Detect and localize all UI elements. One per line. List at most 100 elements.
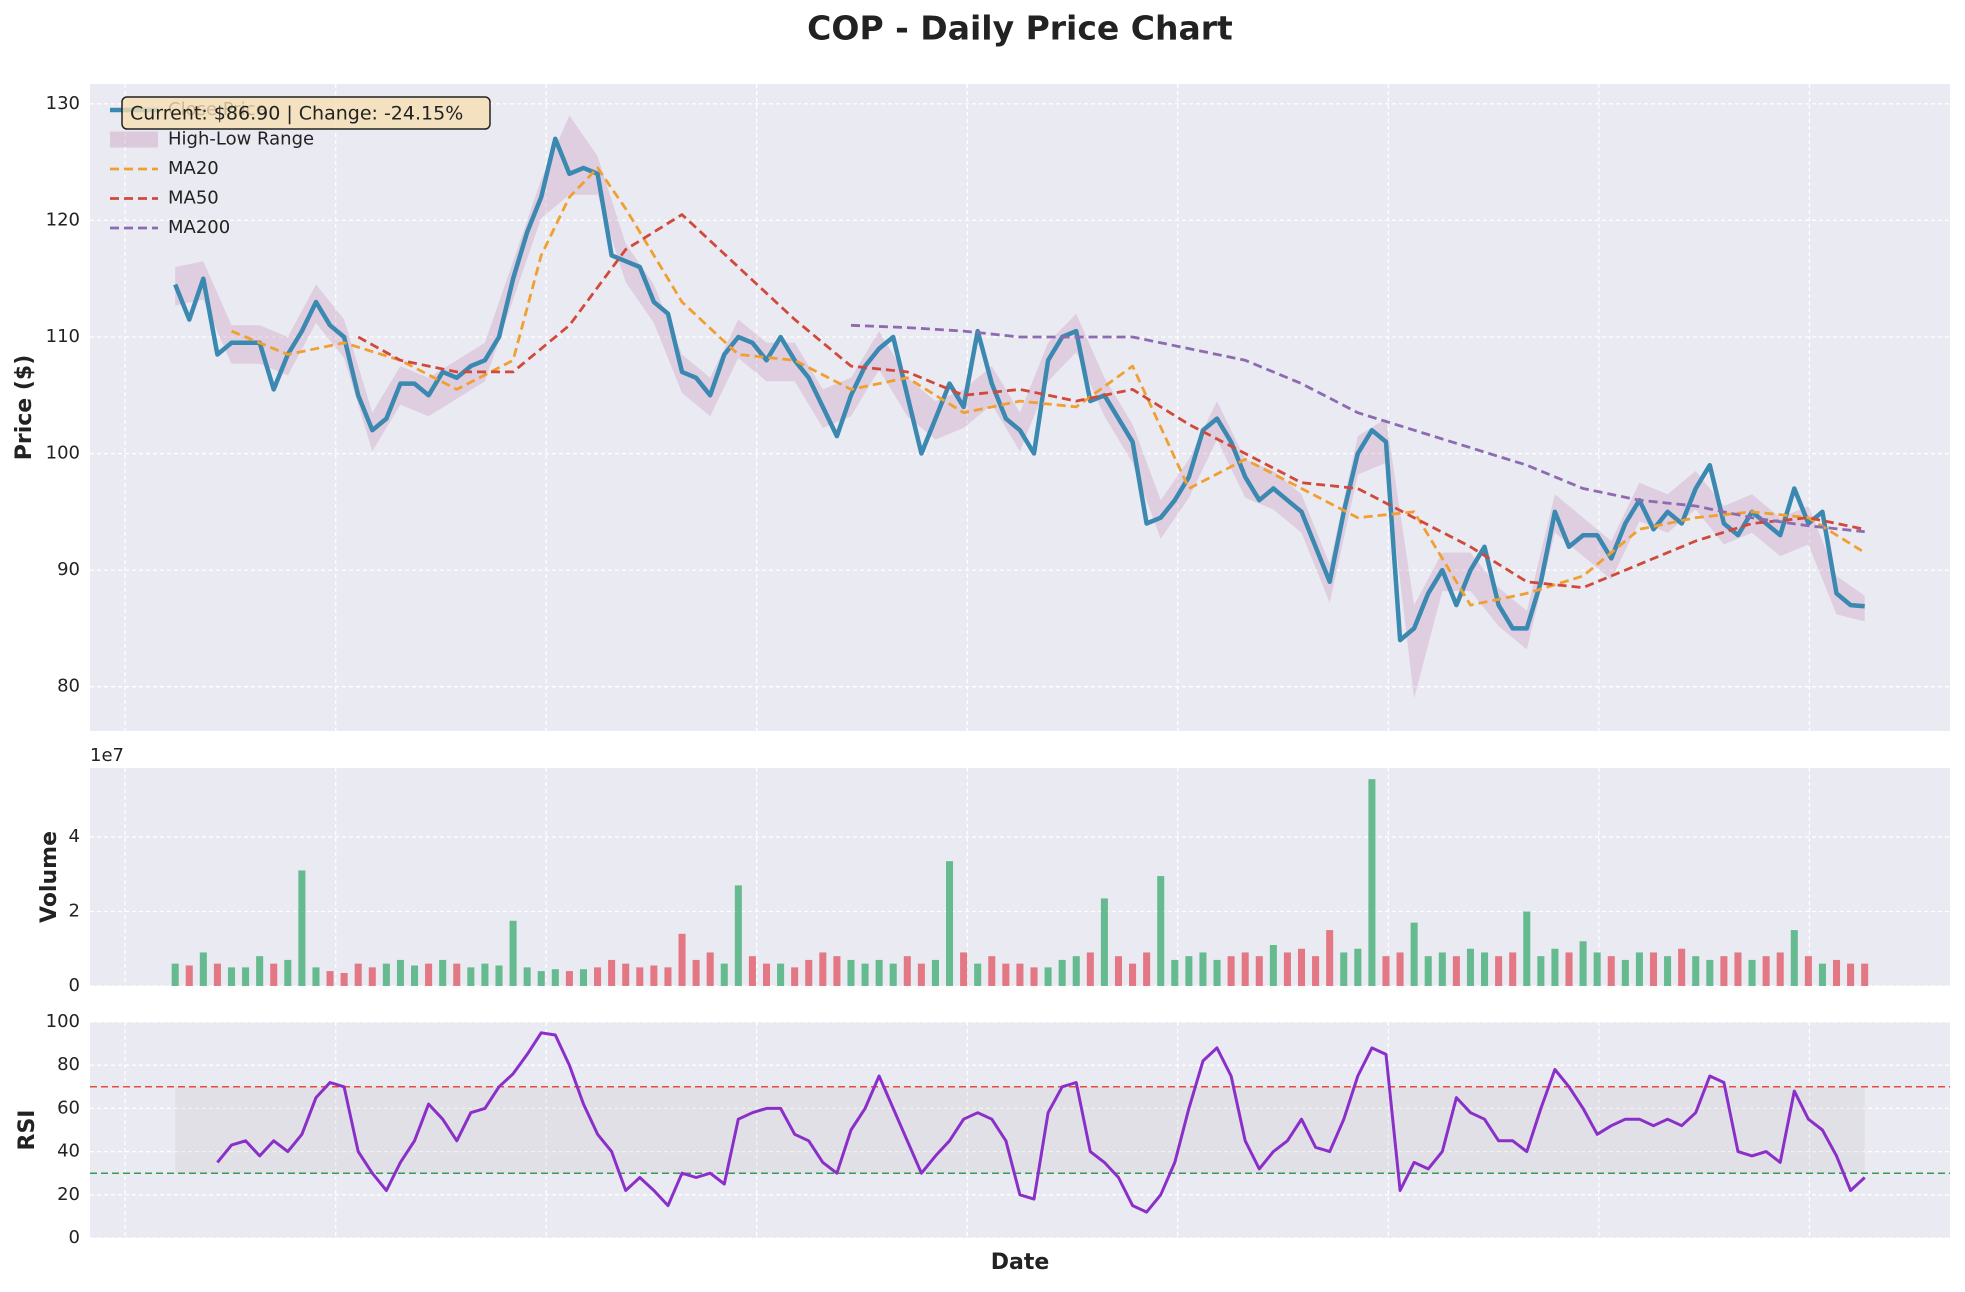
y-tick-label: 20 (57, 1184, 80, 1205)
y-tick-label: 130 (46, 93, 80, 114)
volume-bar (1410, 922, 1418, 986)
y-tick-label: 80 (57, 676, 80, 697)
volume-bar (1833, 959, 1841, 986)
volume-bar (1185, 956, 1193, 986)
volume-bar (1452, 956, 1460, 986)
volume-bar (1607, 956, 1615, 986)
volume-bar (1593, 952, 1601, 986)
volume-bar (594, 967, 602, 986)
volume-bar (988, 956, 996, 986)
volume-bar (1734, 952, 1742, 986)
volume-bar (1255, 956, 1263, 986)
volume-bar (565, 971, 573, 986)
volume-bar (1438, 952, 1446, 986)
volume-bar (396, 959, 404, 986)
volume-bar (199, 952, 207, 986)
volume-bar (1143, 952, 1151, 986)
volume-bar (509, 920, 517, 986)
plot-area (90, 768, 1950, 986)
volume-bar (875, 959, 883, 986)
volume-bar (1100, 898, 1108, 986)
volume-bar (1171, 959, 1179, 986)
volume-bar (185, 965, 193, 986)
volume-bar (861, 963, 869, 986)
volume-bar (340, 972, 348, 986)
y-tick-label: 0 (69, 1227, 80, 1248)
volume-bar (1537, 956, 1545, 986)
volume-bar (706, 952, 714, 986)
volume-bar (1326, 930, 1334, 986)
volume-bar (622, 963, 630, 986)
volume-bar (1635, 952, 1643, 986)
volume-bar (946, 861, 954, 986)
volume-bar (1340, 952, 1348, 986)
volume-bar (1466, 948, 1474, 986)
volume-bar (1354, 948, 1362, 986)
y-tick-label: 100 (46, 443, 80, 464)
volume-bar (537, 971, 545, 986)
volume-bar (1297, 948, 1306, 986)
legend-swatch (110, 131, 158, 148)
volume-bar (298, 870, 306, 986)
volume-bar (762, 963, 771, 986)
volume-bar (1368, 779, 1376, 986)
volume-bar (439, 959, 447, 986)
volume-bar (678, 933, 686, 986)
volume-bar (931, 959, 939, 986)
volume-bar (1678, 948, 1686, 986)
line (216, 1031, 1866, 1214)
volume-bar (1649, 952, 1658, 986)
volume-bar (368, 967, 376, 986)
line (173, 136, 1865, 643)
volume-bar (1072, 956, 1080, 986)
volume-bar (1551, 948, 1559, 986)
high-low-band (175, 115, 1865, 699)
x-axis-label: Date (991, 1250, 1050, 1275)
volume-bar (1241, 952, 1249, 986)
volume-bar (1199, 952, 1207, 986)
volume-bar (960, 952, 968, 986)
y-tick-label: 2 (69, 900, 80, 921)
volume-bar (1114, 956, 1123, 986)
offset-label: 1e7 (90, 745, 124, 766)
volume-bar (354, 963, 362, 986)
volume-bar (1495, 956, 1503, 986)
y-tick-label: 0 (69, 975, 80, 996)
volume-bar (467, 967, 475, 986)
volume-bar (608, 959, 616, 986)
plot-area (90, 84, 1950, 731)
volume-bar (1748, 959, 1756, 986)
volume-bar (1565, 952, 1573, 986)
y-tick-label: 60 (57, 1097, 80, 1118)
neutral-zone (175, 1086, 1865, 1174)
volume-bar (1283, 952, 1291, 986)
y-tick-label: 90 (57, 559, 80, 580)
volume-bar (227, 967, 236, 986)
volume-bar (1804, 956, 1812, 986)
volume-bar (1227, 956, 1235, 986)
volume-bar (411, 965, 419, 986)
plot-area (90, 1022, 1950, 1238)
volume-bar (1312, 956, 1320, 986)
volume-bar (1002, 963, 1010, 986)
y-axis-label: Price ($) (12, 355, 37, 461)
volume-bar (1044, 967, 1052, 986)
volume-bar (1157, 876, 1165, 986)
volume-bar (1762, 956, 1770, 986)
volume-bar (720, 963, 728, 986)
volume-bar (382, 963, 390, 986)
volume-bar (636, 967, 644, 986)
volume-bar (1016, 963, 1024, 986)
y-tick-label: 40 (57, 1141, 80, 1162)
volume-bar (1382, 956, 1390, 986)
volume-bar (326, 971, 334, 986)
volume-bar (270, 963, 278, 986)
y-tick-label: 120 (46, 209, 80, 230)
volume-bar (1664, 956, 1672, 986)
volume-bar (1269, 945, 1277, 986)
volume-bar (1847, 963, 1855, 986)
volume-bar (847, 959, 855, 986)
volume-bar (1481, 952, 1489, 986)
y-tick-label: 100 (46, 1011, 80, 1032)
